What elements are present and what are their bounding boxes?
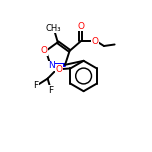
Text: F: F bbox=[49, 86, 54, 95]
Text: O: O bbox=[77, 22, 84, 31]
Text: O: O bbox=[55, 65, 62, 74]
Text: O: O bbox=[41, 46, 48, 55]
Text: CH₃: CH₃ bbox=[46, 24, 61, 33]
Text: F: F bbox=[33, 81, 38, 90]
Text: O: O bbox=[91, 37, 98, 46]
Text: N: N bbox=[48, 61, 55, 70]
